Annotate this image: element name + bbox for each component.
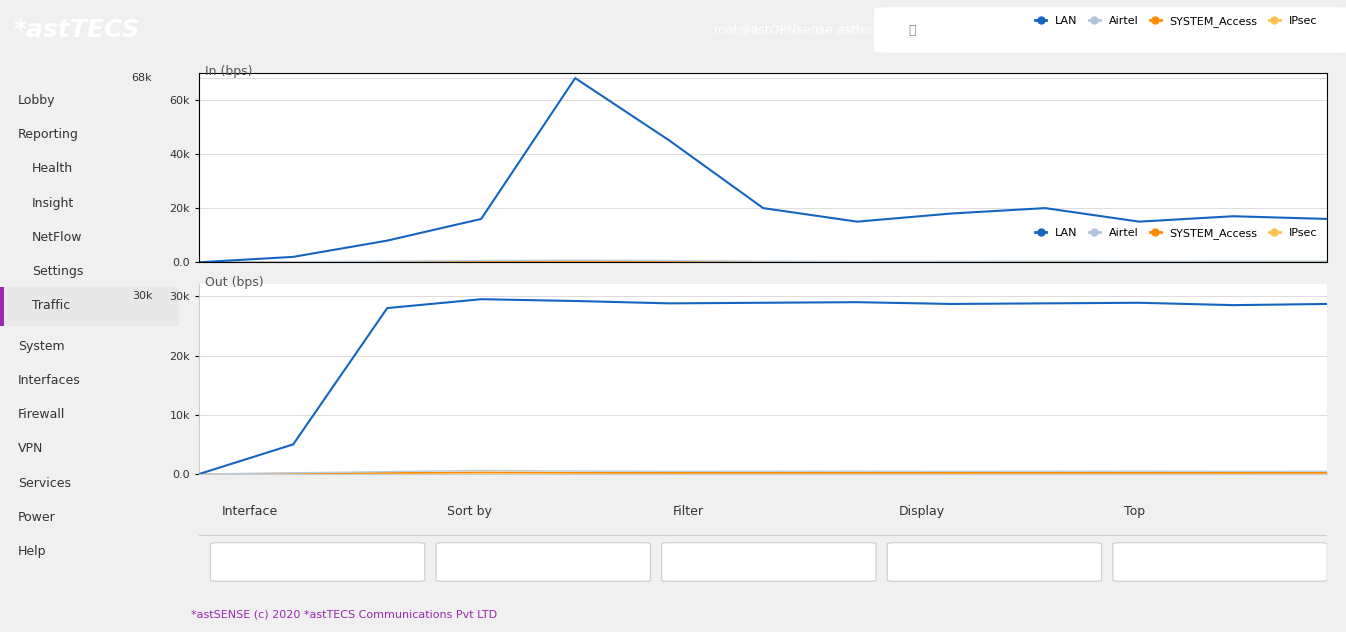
Text: Interfaces: Interfaces [17,374,81,387]
Text: Lobby: Lobby [17,94,55,107]
Text: root@astOPNsense.asttecs.org: root@astOPNsense.asttecs.org [713,23,907,37]
Text: Services: Services [17,477,71,490]
FancyBboxPatch shape [210,543,425,581]
FancyBboxPatch shape [662,543,876,581]
Legend: LAN, Airtel, SYSTEM_Access, IPsec: LAN, Airtel, SYSTEM_Access, IPsec [1031,12,1322,32]
Text: Health: Health [32,162,73,175]
Text: *astTECS: *astTECS [13,18,140,42]
Text: 30k: 30k [132,291,152,301]
Legend: LAN, Airtel, SYSTEM_Access, IPsec: LAN, Airtel, SYSTEM_Access, IPsec [1031,224,1322,243]
Text: Firewall: Firewall [17,408,65,421]
FancyBboxPatch shape [436,543,650,581]
Bar [0,287,4,326]
Text: Filter: Filter [673,506,704,518]
Text: Out (bps): Out (bps) [205,276,264,289]
Text: Power: Power [17,511,55,524]
FancyBboxPatch shape [887,543,1101,581]
Text: NetFlow: NetFlow [32,231,82,244]
Text: Reporting: Reporting [17,128,79,141]
Text: Traffic: Traffic [32,300,70,312]
Text: Insight: Insight [32,197,74,210]
FancyBboxPatch shape [1113,543,1327,581]
Text: Sort by: Sort by [447,506,493,518]
FancyBboxPatch shape [875,8,1346,52]
Text: Top: Top [1124,506,1145,518]
Text: 🔍: 🔍 [909,23,917,37]
Text: Settings: Settings [32,265,83,278]
Text: VPN: VPN [17,442,43,456]
Text: Interface: Interface [222,506,279,518]
Text: Reporting: Traffic: Reporting: Traffic [202,82,381,102]
Text: Display: Display [899,506,945,518]
Text: *astSENSE (c) 2020 *astTECS Communications Pvt LTD: *astSENSE (c) 2020 *astTECS Communicatio… [191,610,497,619]
Bar [0,287,179,326]
Text: In (bps): In (bps) [205,64,252,78]
Text: Help: Help [17,545,46,559]
Text: System: System [17,339,65,353]
Text: 68k: 68k [132,73,152,83]
